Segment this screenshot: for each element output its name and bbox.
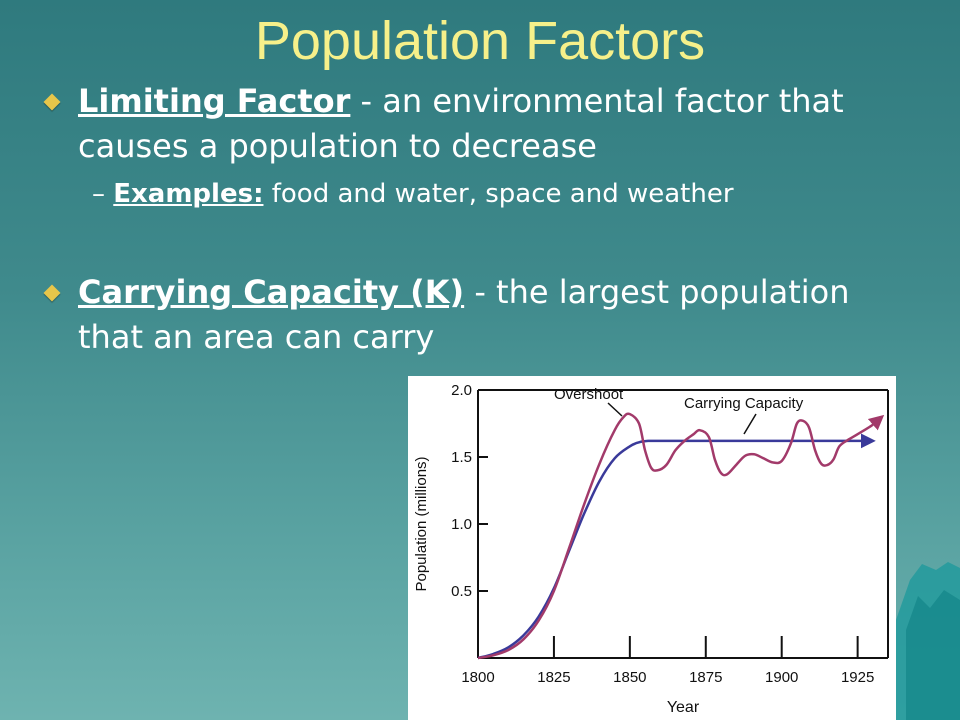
y-axis-label: Population (millions) <box>413 456 430 591</box>
x-axis-label: Year <box>667 699 700 716</box>
annotation-capacity-pointer <box>743 413 757 435</box>
bullet-limiting-factor: Limiting Factor - an environmental facto… <box>40 79 920 169</box>
sub-bullet-examples: – Examples: food and water, space and we… <box>92 174 912 214</box>
x-tick-label: 1875 <box>689 669 722 686</box>
dash-bullet: – <box>92 179 105 209</box>
x-tick-label: 1825 <box>537 669 570 686</box>
bullet-text: Carrying Capacity (K) - the largest popu… <box>78 270 920 360</box>
annotation-carrying-capacity: Carrying Capacity <box>684 395 804 412</box>
x-tick-label: 1900 <box>765 669 798 686</box>
chart-svg: 0.5 1.0 1.5 2.0 1800 1825 1850 1875 1900 1925 Year… <box>413 382 889 716</box>
diamond-bullet-icon <box>43 284 61 302</box>
y-tick-label: 1.0 <box>451 516 472 533</box>
population-series-line <box>477 412 885 660</box>
y-tick-label: 1.5 <box>451 449 472 466</box>
x-tick-label: 1800 <box>461 669 494 686</box>
diamond-bullet-icon <box>43 93 61 111</box>
bullet-text: Limiting Factor - an environmental facto… <box>78 79 920 169</box>
definition-carrying-capacity: - the largest population that an area ca… <box>78 273 850 356</box>
examples-text: food and water, space and weather <box>263 179 734 209</box>
capacity-series-line <box>477 433 876 660</box>
slide-title: Population Factors <box>254 11 706 71</box>
iceberg-decoration <box>896 562 960 720</box>
x-tick-label: 1850 <box>613 669 646 686</box>
term-carrying-capacity: Carrying Capacity (K) <box>78 273 465 311</box>
y-tick-label: 0.5 <box>451 583 472 600</box>
annotation-overshoot-pointer <box>607 402 623 417</box>
annotation-overshoot: Overshoot <box>554 386 624 403</box>
term-limiting-factor: Limiting Factor <box>78 82 351 120</box>
x-tick-label: 1925 <box>841 669 874 686</box>
chart-axes: 0.5 1.0 1.5 2.0 1800 1825 1850 1875 1900 1925 Year… <box>413 382 889 716</box>
chart-series <box>477 412 885 660</box>
definition-limiting-factor: - an environmental factor that causes a … <box>78 82 844 165</box>
population-chart: 0.5 1.0 1.5 2.0 1800 1825 1850 1875 1900 1925 Year… <box>408 376 896 720</box>
term-examples: Examples: <box>113 179 264 209</box>
y-tick-label: 2.0 <box>451 382 472 399</box>
bullet-carrying-capacity: Carrying Capacity (K) - the largest popu… <box>40 270 920 360</box>
